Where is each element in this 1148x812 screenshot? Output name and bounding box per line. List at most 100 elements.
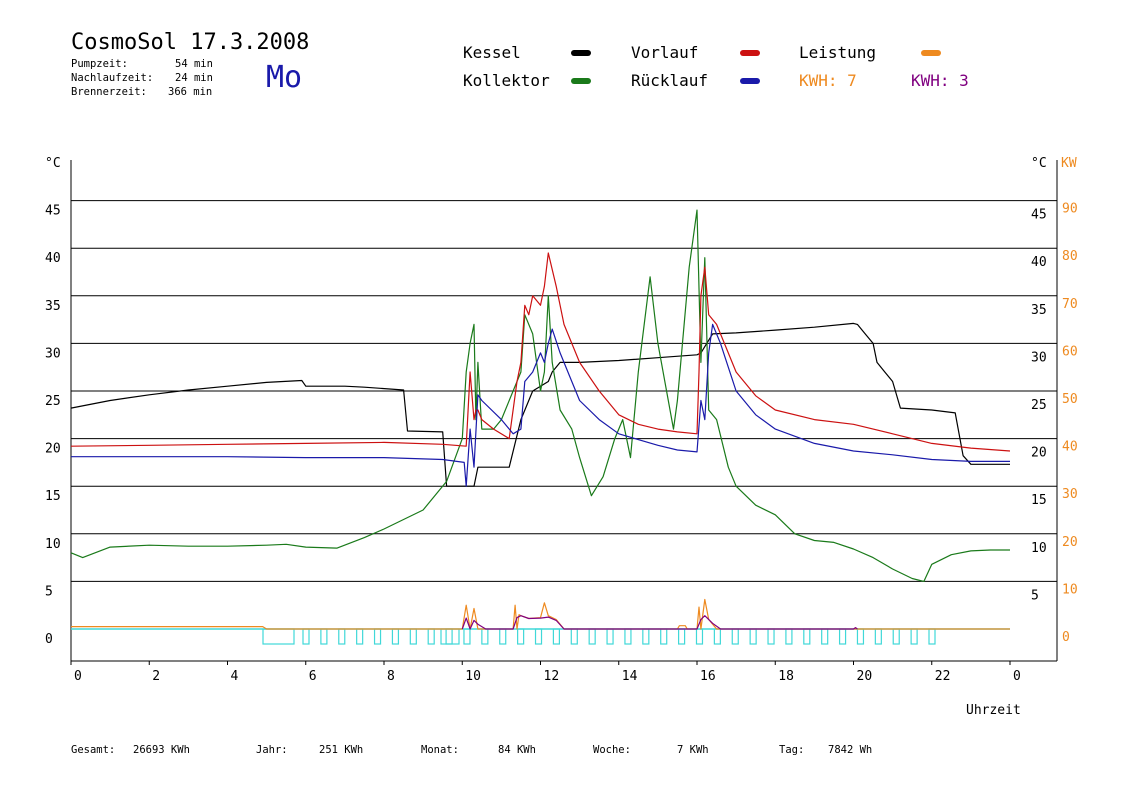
series-kwh3-line xyxy=(461,615,858,630)
y-axis-unit-power: KW xyxy=(1061,156,1077,171)
y-axis-unit-left: °C xyxy=(45,156,61,171)
x-tick-label: 22 xyxy=(935,669,951,684)
legend-leistung-label: Leistung xyxy=(799,43,877,62)
footer-monat-value: 84 KWh xyxy=(498,744,536,756)
y-axis-unit-right: °C xyxy=(1031,156,1047,171)
y-tick-label-right: 35 xyxy=(1031,303,1047,318)
legend-kwh-purple: KWH: 3 xyxy=(911,71,969,90)
footer-jahr-label: Jahr: xyxy=(256,744,288,756)
pump-pulse xyxy=(445,628,453,645)
pump-pulse xyxy=(695,628,704,645)
after-run-time-label: Nachlaufzeit: xyxy=(71,72,154,84)
pump-pulse xyxy=(767,628,775,645)
legend-kessel-label: Kessel xyxy=(463,43,521,62)
pump-pulse xyxy=(892,628,900,645)
y-tick-label-power: 30 xyxy=(1062,487,1078,502)
legend-leistung-swatch xyxy=(921,50,941,56)
pump-pulse xyxy=(481,628,489,645)
pump-pulse xyxy=(534,628,543,645)
x-tick-label: 10 xyxy=(465,669,481,684)
series-ruecklauf-line xyxy=(71,323,1010,487)
legend-kwh-orange: KWH: 7 xyxy=(799,71,857,90)
footer-gesamt-label: Gesamt: xyxy=(71,744,116,756)
pump-pulse xyxy=(373,628,382,645)
pump-pulse xyxy=(803,628,811,645)
footer-gesamt-value: 26693 KWh xyxy=(133,744,190,756)
after-run-time-value: 24 min xyxy=(175,72,213,84)
pump-pulse xyxy=(624,628,632,645)
y-tick-label-power: 20 xyxy=(1062,535,1078,550)
y-tick-label: 15 xyxy=(45,489,61,504)
footer-jahr-value: 251 KWh xyxy=(319,744,364,756)
series-leistung-line xyxy=(71,598,1010,630)
y-tick-label-right: 10 xyxy=(1031,541,1047,556)
series-kollektor-line xyxy=(70,209,1010,583)
pump-pulse xyxy=(427,628,435,645)
y-tick-label-power: 70 xyxy=(1062,297,1078,312)
pump-pulse xyxy=(570,628,578,645)
series-kessel-line xyxy=(70,322,1010,487)
chart-title: CosmoSol 17.3.2008 xyxy=(71,30,310,55)
pump-pulse xyxy=(440,628,460,645)
y-tick-label-right: 20 xyxy=(1031,446,1047,461)
pump-pulse xyxy=(874,628,882,645)
pump-pulse xyxy=(928,628,936,645)
x-tick-label: 16 xyxy=(700,669,716,684)
y-tick-label: 30 xyxy=(45,346,61,361)
legend-kollektor-label: Kollektor xyxy=(463,71,550,90)
x-tick-label: 4 xyxy=(231,669,239,684)
pump-pulse xyxy=(838,628,847,645)
y-tick-label: 5 xyxy=(45,584,53,599)
pump-pulse xyxy=(517,628,525,645)
pump-pulse xyxy=(731,628,739,645)
pump-pulse xyxy=(856,628,865,645)
pump-pulse xyxy=(642,628,650,645)
footer-monat-label: Monat: xyxy=(421,744,459,756)
pump-pulse xyxy=(409,628,417,645)
y-tick-label-right: 25 xyxy=(1031,398,1047,413)
pump-pulse xyxy=(749,628,757,645)
footer-woche-value: 7 KWh xyxy=(677,744,709,756)
x-tick-label: 18 xyxy=(778,669,794,684)
x-tick-label: 0 xyxy=(74,669,82,684)
y-tick-label-right: 5 xyxy=(1031,588,1039,603)
burner-time-label: Brennerzeit: xyxy=(71,86,147,98)
x-axis-label: Uhrzeit xyxy=(966,703,1021,718)
pump-pulse xyxy=(262,628,295,645)
pump-pulse xyxy=(606,628,614,645)
pump-pulse xyxy=(499,628,507,645)
y-tick-label-power: 50 xyxy=(1062,392,1078,407)
y-tick-label: 0 xyxy=(45,632,53,647)
legend-ruecklauf-label: Rücklauf xyxy=(631,71,709,90)
pump-pulse xyxy=(821,628,829,645)
pump-pulse xyxy=(785,628,793,645)
footer-tag-value: 7842 Wh xyxy=(828,744,873,756)
y-tick-label: 20 xyxy=(45,442,61,457)
y-tick-label-right: 30 xyxy=(1031,350,1047,365)
burner-time-value: 366 min xyxy=(168,86,213,98)
pump-pulse xyxy=(320,628,328,645)
y-tick-label: 45 xyxy=(45,204,61,219)
x-tick-label: 14 xyxy=(622,669,638,684)
y-tick-label-power: 40 xyxy=(1062,440,1078,455)
pump-time-value: 54 min xyxy=(175,58,213,70)
y-tick-label-power: 10 xyxy=(1062,582,1078,597)
x-tick-label: 2 xyxy=(152,669,160,684)
y-tick-label-power: 80 xyxy=(1062,249,1078,264)
y-tick-label: 10 xyxy=(45,537,61,552)
pump-pulse xyxy=(302,628,310,645)
x-tick-label: 6 xyxy=(309,669,317,684)
legend-ruecklauf-swatch xyxy=(740,78,760,84)
legend-vorlauf-label: Vorlauf xyxy=(631,43,699,62)
pump-pulse xyxy=(677,628,686,645)
y-tick-label-right: 15 xyxy=(1031,493,1047,508)
x-tick-label: 12 xyxy=(544,669,560,684)
y-tick-label-right: 45 xyxy=(1031,208,1047,223)
y-tick-label: 35 xyxy=(45,299,61,314)
legend-kessel-swatch xyxy=(571,50,591,56)
pump-time-label: Pumpzeit: xyxy=(71,58,128,70)
legend-kollektor-swatch xyxy=(571,78,591,84)
pump-pulse xyxy=(713,628,721,645)
y-tick-label-power: 90 xyxy=(1062,202,1078,217)
y-tick-label: 40 xyxy=(45,251,61,266)
